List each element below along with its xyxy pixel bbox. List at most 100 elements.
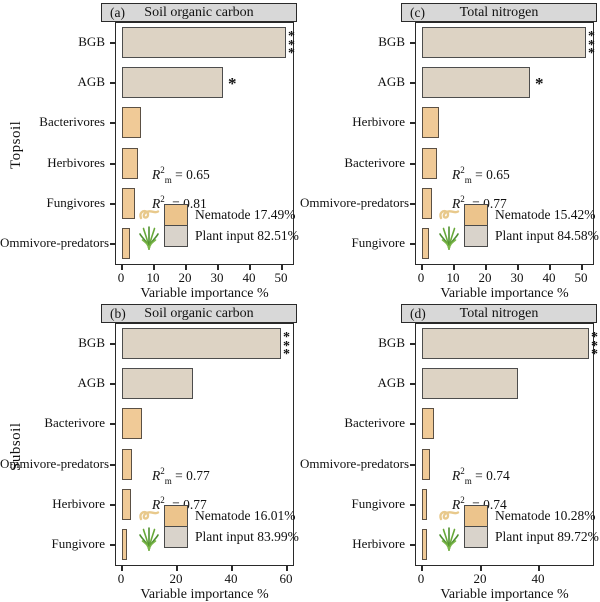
- y-tick: [110, 343, 115, 345]
- panel-header: (d) Total nitrogen: [401, 304, 597, 323]
- legend: Nematode 16.01% Plant input 83.99%: [138, 505, 299, 556]
- y-tick: [410, 122, 415, 124]
- x-tick: [517, 265, 519, 270]
- x-tick-label: 40: [531, 571, 545, 586]
- legend-label-plant: Plant input 84.58%: [495, 228, 599, 243]
- bar-bgb: [122, 328, 281, 359]
- panel-tag: (a): [110, 4, 125, 20]
- x-tick-label: 0: [117, 571, 125, 586]
- x-tick: [453, 265, 455, 270]
- y-tick: [110, 243, 115, 245]
- bar-ommivore-predators: [122, 228, 130, 259]
- category-label: Herbivore: [52, 496, 105, 511]
- r-squared: R2m = 0.74R2c = 0.74: [452, 462, 510, 520]
- legend-swatch-plant: [164, 526, 188, 548]
- panel-c: (c)Total nitrogen****R2m = 0.65R2c = 0.7…: [300, 0, 600, 301]
- category-label: Ommivore-predators: [0, 235, 110, 250]
- x-tick: [121, 265, 123, 270]
- x-tick-label: 40: [542, 270, 556, 285]
- legend-swatch-nematode: [464, 505, 488, 527]
- legend: Nematode 15.42% Plant input 84.58%: [438, 204, 599, 252]
- category-label: BGB: [78, 34, 105, 49]
- significance-stars: * * *: [591, 330, 598, 362]
- bar-ommivore-predators: [422, 188, 432, 219]
- legend-swatch-plant: [464, 526, 488, 548]
- category-label: Bacterivore: [344, 155, 405, 170]
- category-label: Fungivore: [351, 235, 405, 250]
- y-tick: [110, 383, 115, 385]
- y-tick: [410, 464, 415, 466]
- category-label: BGB: [78, 335, 105, 350]
- grass-icon: [439, 226, 459, 250]
- bar-bgb: [122, 27, 286, 58]
- x-tick-label: 60: [279, 571, 293, 586]
- bar-herbivores: [122, 148, 138, 179]
- nematode-icon-wrap: [438, 508, 460, 528]
- x-axis-title: Variable importance %: [140, 587, 269, 602]
- bar-fungivores: [122, 188, 135, 219]
- legend-swatch-plant: [164, 225, 188, 247]
- significance-star: *: [535, 74, 544, 93]
- x-tick: [185, 265, 187, 270]
- category-label: Bacterivore: [44, 415, 105, 430]
- panel-tag: (c): [410, 4, 425, 20]
- nematode-icon: [439, 510, 460, 521]
- significance-stars: * * *: [588, 29, 595, 61]
- panel-title: Total nitrogen: [459, 305, 539, 321]
- bar-fungivore: [122, 529, 127, 560]
- legend-label-plant: Plant input 82.51%: [195, 228, 299, 243]
- legend-label-nematode: Nematode 15.42%: [495, 207, 596, 222]
- category-label: Bacterivores: [39, 114, 105, 129]
- category-label: Bacterivore: [344, 415, 405, 430]
- category-label: Herbivores: [47, 155, 105, 170]
- bar-herbivore: [122, 489, 131, 520]
- bar-bgb: [422, 27, 586, 58]
- panel-d: (d) Total nitrogen *** R2m = 0.74R2c = 0.74…: [300, 301, 600, 602]
- y-tick: [410, 203, 415, 205]
- legend: Nematode 17.49% Plant input 82.51%: [138, 204, 299, 255]
- bar-herbivore: [422, 529, 427, 560]
- y-tick: [110, 504, 115, 506]
- x-tick: [421, 566, 423, 571]
- x-tick: [538, 566, 540, 571]
- x-tick: [217, 265, 219, 270]
- x-tick-label: 20: [473, 571, 487, 586]
- grass-icon-wrap: [438, 526, 460, 556]
- x-axis-title: Variable importance %: [140, 286, 269, 301]
- bar-agb: [422, 67, 530, 98]
- grass-icon-wrap: [138, 526, 160, 556]
- significance-star: *: [228, 74, 237, 93]
- bar-ommivore-predators: [122, 449, 132, 480]
- bar-bacterivore: [422, 148, 437, 179]
- grass-icon: [139, 527, 159, 551]
- nematode-icon: [139, 209, 160, 220]
- x-tick-label: 30: [210, 270, 224, 285]
- y-tick: [110, 203, 115, 205]
- x-tick: [581, 265, 583, 270]
- grass-icon-wrap: [138, 225, 160, 255]
- x-tick-label: 20: [169, 571, 183, 586]
- grass-icon: [139, 226, 159, 250]
- y-tick: [110, 42, 115, 44]
- x-axis-title: Variable importance %: [440, 587, 569, 602]
- bar-agb: [122, 368, 193, 399]
- y-tick: [410, 243, 415, 245]
- nematode-icon: [439, 209, 460, 220]
- legend-swatch-nematode: [164, 204, 188, 226]
- nematode-icon-wrap: [138, 207, 160, 227]
- y-tick: [410, 82, 415, 84]
- panel-a: (a)Soil organic carbon****R2m = 0.65R2c …: [0, 0, 300, 301]
- category-label: BGB: [378, 34, 405, 49]
- x-tick: [286, 566, 288, 571]
- panel-header: (a) Soil organic carbon: [101, 3, 297, 22]
- category-label: Fungivores: [46, 195, 106, 210]
- y-tick: [410, 383, 415, 385]
- y-tick: [410, 544, 415, 546]
- x-axis-title: Variable importance %: [440, 286, 569, 301]
- x-tick: [485, 265, 487, 270]
- y-tick: [110, 464, 115, 466]
- y-tick: [410, 504, 415, 506]
